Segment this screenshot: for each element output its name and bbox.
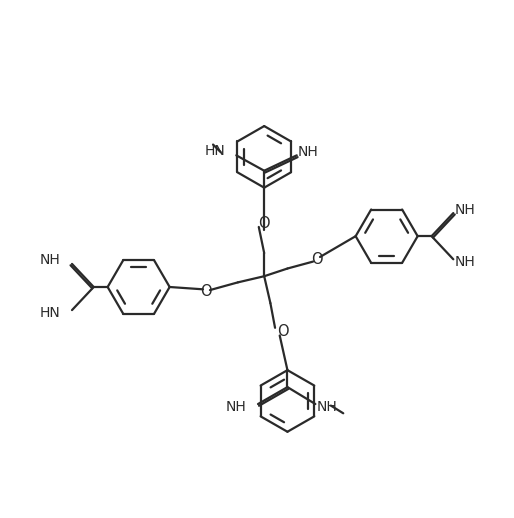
- Text: O: O: [277, 324, 289, 339]
- Text: O: O: [200, 284, 212, 299]
- Text: NH: NH: [226, 400, 246, 414]
- Text: O: O: [259, 217, 270, 232]
- Text: O: O: [311, 252, 323, 267]
- Text: NH: NH: [454, 203, 475, 217]
- Text: HN: HN: [40, 306, 60, 320]
- Text: NH: NH: [317, 400, 337, 414]
- Text: NH: NH: [297, 145, 318, 159]
- Text: HN: HN: [205, 145, 226, 159]
- Text: NH: NH: [454, 255, 475, 269]
- Text: NH: NH: [40, 253, 60, 267]
